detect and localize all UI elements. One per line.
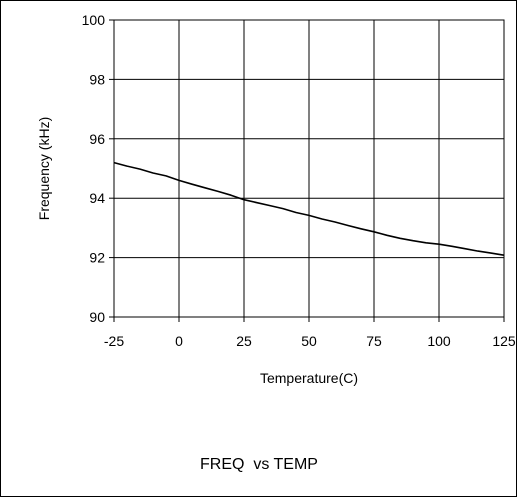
- x-tick-label-6: 125: [492, 333, 516, 349]
- x-tick-label-3: 50: [301, 333, 317, 349]
- y-tick-labels: 90 92 94 96 98 100: [82, 12, 106, 325]
- grid: [109, 19, 505, 322]
- x-tick-label-2: 25: [236, 333, 252, 349]
- x-tick-label-1: 0: [175, 333, 183, 349]
- y-tick-label-5: 100: [82, 12, 106, 28]
- x-tick-label-4: 75: [366, 333, 382, 349]
- y-tick-label-2: 94: [89, 190, 105, 206]
- y-tick-label-4: 98: [89, 71, 105, 87]
- x-axis-label: Temperature(C): [260, 370, 358, 386]
- chart-title: FREQ vs TEMP: [200, 456, 318, 473]
- series-lines: [113, 161, 505, 256]
- series-line-0: [113, 161, 505, 256]
- x-tick-label-5: 100: [427, 333, 451, 349]
- y-tick-label-1: 92: [89, 250, 105, 266]
- y-axis-label: Frequency (kHz): [36, 117, 52, 220]
- plot-border: [113, 19, 505, 318]
- x-tick-labels: -25 0 25 50 75 100 125: [104, 333, 516, 349]
- y-tick-label-3: 96: [89, 131, 105, 147]
- x-tick-label-0: -25: [104, 333, 124, 349]
- y-tick-label-0: 90: [89, 309, 105, 325]
